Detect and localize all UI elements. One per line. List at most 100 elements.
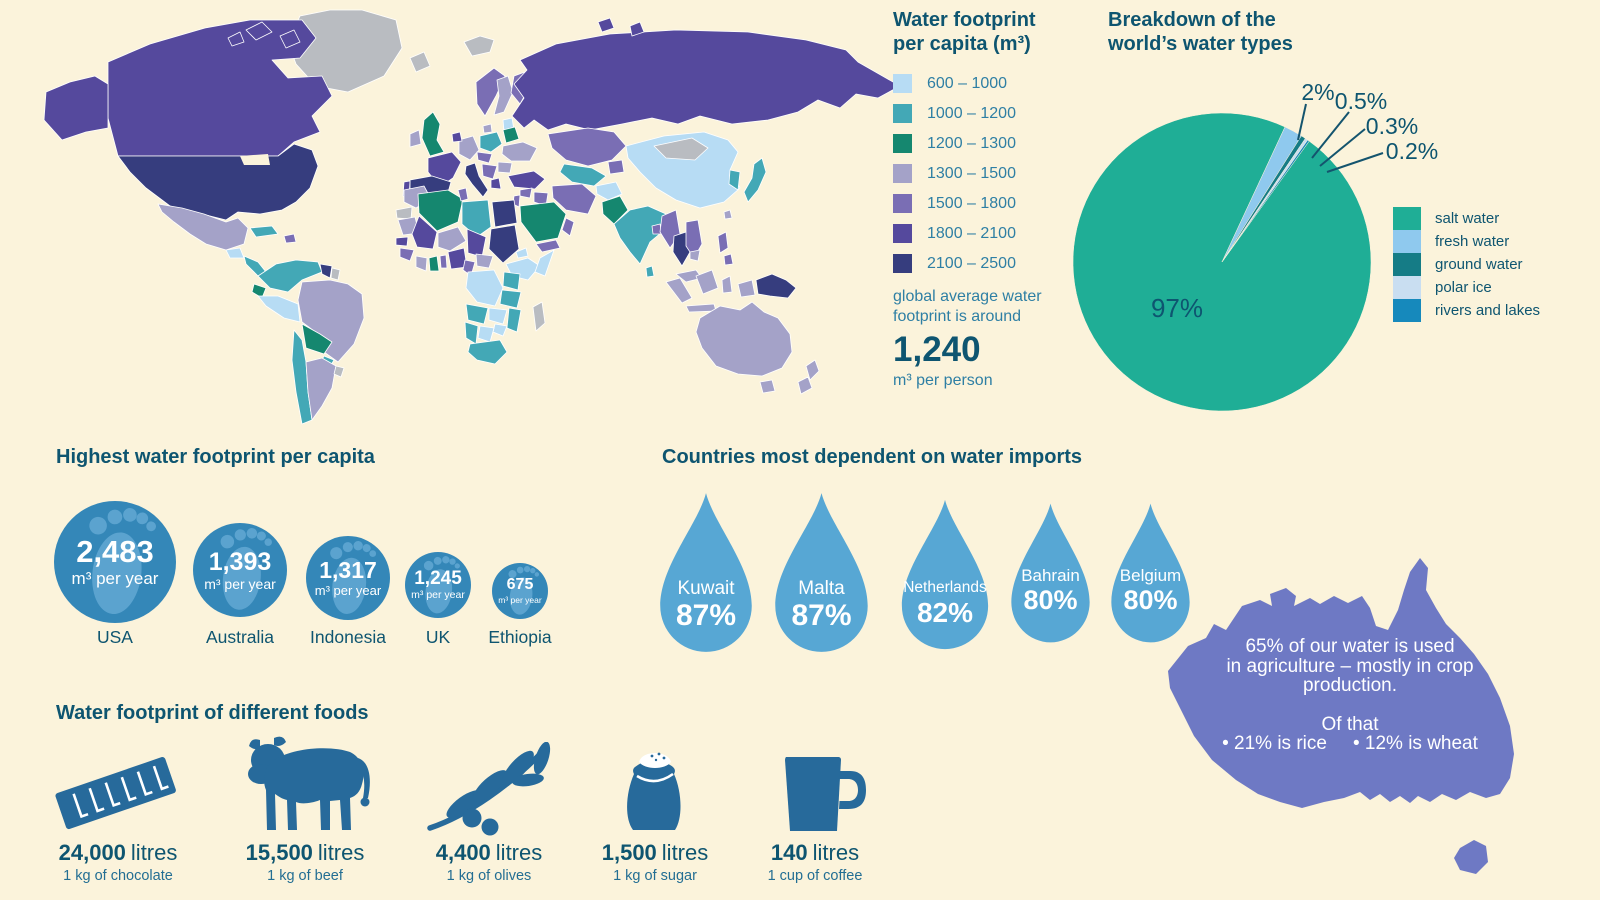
country-namibia [464, 321, 479, 345]
country-china [625, 131, 741, 209]
water-drop-icon [1111, 503, 1190, 643]
footprint-icon [330, 540, 377, 614]
pie-label-ground-water: 0.5% [1334, 88, 1388, 114]
legend-swatch [893, 164, 912, 183]
food-value: 4,400 litres [435, 840, 543, 865]
caspian-sea [541, 163, 557, 189]
country-iceland [463, 35, 495, 57]
country-mongolia [653, 137, 709, 161]
sugar-sack-icon [627, 752, 681, 830]
pie-title: Breakdown of the world’s water types [1108, 9, 1293, 55]
legend-label: 2100 – 2500 [927, 254, 1016, 272]
drop-country: Bahrain [1021, 565, 1080, 585]
bubble-value: 1,317 [319, 557, 377, 584]
country-uruguay [333, 365, 345, 378]
country-ghana [428, 255, 440, 272]
country-greenland-isle [409, 51, 431, 73]
country-canada-arctic-3 [227, 31, 245, 47]
legend-row: 2100 – 2500 [893, 254, 1068, 273]
country-poland [479, 131, 503, 153]
country-algeria [417, 189, 464, 232]
drop-percent: 87% [791, 599, 852, 633]
country-chad [466, 228, 487, 258]
country-mozambique [506, 307, 522, 333]
water-drop-icon [901, 499, 989, 650]
country-mali [411, 215, 438, 250]
country-western-sahara [395, 206, 413, 220]
legend-row: 1800 – 2100 [893, 224, 1068, 243]
country-romania [497, 161, 513, 174]
bubble-country-label: Australia [205, 627, 275, 647]
legend-swatch [893, 194, 912, 213]
country-tasmania [759, 379, 776, 394]
country-italy [464, 162, 489, 198]
bubble-indonesia: 1,317 m³ per year [306, 536, 390, 620]
drop-netherlands: Netherlands 82% [896, 496, 994, 653]
food-caption: 1 kg of chocolate [63, 868, 173, 884]
pie-legend-label: fresh water [1435, 233, 1510, 250]
callout-subline: Of that [1321, 713, 1379, 735]
bubble-usa: 2,483 m³ per year [54, 501, 176, 623]
drop-percent: 80% [1123, 585, 1178, 616]
water-drop-icon [775, 493, 868, 652]
australia-mainland [1168, 558, 1514, 808]
country-ireland [409, 129, 422, 148]
legend-row: 1000 – 1200 [893, 104, 1068, 123]
legend-row: 1300 – 1500 [893, 164, 1068, 183]
country-central-african-republic [475, 253, 494, 269]
bubble-uk: 1,245 m³ per year [405, 552, 471, 618]
map-legend-title: Water footprint per capita (m³) [893, 9, 1036, 55]
footprint-icon [89, 507, 157, 614]
callout-line: production. [1302, 675, 1397, 696]
bubble-country-label: USA [97, 627, 133, 647]
map-legend: Water footprint per capita (m³) 600 – 10… [893, 8, 1068, 390]
bubble-australia: 1,393 m³ per year [193, 523, 287, 617]
country-west-papua [737, 279, 756, 298]
country-canada-arctic-2 [279, 29, 301, 49]
chocolate-bar-icon [55, 757, 176, 830]
legend-swatch [893, 74, 912, 93]
section-title-foods: Water footprint of different foods [56, 702, 369, 724]
drop-country: Malta [798, 577, 845, 599]
country-kazakhstan [547, 127, 627, 167]
pie-legend-label: ground water [1435, 256, 1523, 273]
water-drop-icon [660, 493, 752, 652]
legend-row: 1200 – 1300 [893, 134, 1068, 153]
pie-legend-row: polar ice [1393, 276, 1540, 299]
pie-legend-label: salt water [1435, 210, 1500, 227]
pie-slice-rivers-and-lakes [1221, 139, 1310, 263]
global-average-note: global average water footprint is around [893, 288, 1042, 325]
country-drc [465, 269, 504, 307]
country-philippines-south [723, 253, 734, 266]
country-cambodia [689, 249, 701, 262]
pie-legend: salt water fresh water ground water pola… [1393, 207, 1540, 322]
food-value: 140 litres [770, 840, 860, 865]
country-balkans [481, 163, 498, 180]
legend-swatch [893, 104, 912, 123]
water-drop-icon [1011, 503, 1090, 643]
bubble-unit: m³ per year [71, 569, 159, 589]
country-korea [728, 169, 741, 191]
country-sumatra [665, 277, 693, 304]
country-uk [421, 111, 445, 157]
map-regions [43, 9, 901, 425]
food-value: 24,000 litres [58, 840, 178, 865]
pie-legend-swatch [1393, 207, 1421, 230]
pie-label-fresh-water: 2% [1301, 79, 1335, 105]
country-russia [511, 29, 901, 131]
country-uzbekistan-turkmenistan [559, 163, 607, 187]
country-ukraine [501, 141, 538, 162]
country-angola [465, 303, 489, 325]
country-somalia [534, 249, 555, 277]
country-japan [743, 157, 767, 203]
country-kyrgyzstan [607, 159, 625, 175]
coffee-mug-icon [785, 757, 866, 831]
pie-legend-swatch [1393, 299, 1421, 322]
drop-percent: 82% [916, 597, 974, 629]
food-value: 15,500 litres [245, 840, 365, 865]
country-cuba [249, 225, 279, 238]
pie-label-polar-ice: 0.3% [1365, 113, 1419, 139]
country-tunisia [457, 187, 469, 202]
australia-tasmania [1454, 840, 1488, 874]
country-borneo [695, 269, 719, 295]
